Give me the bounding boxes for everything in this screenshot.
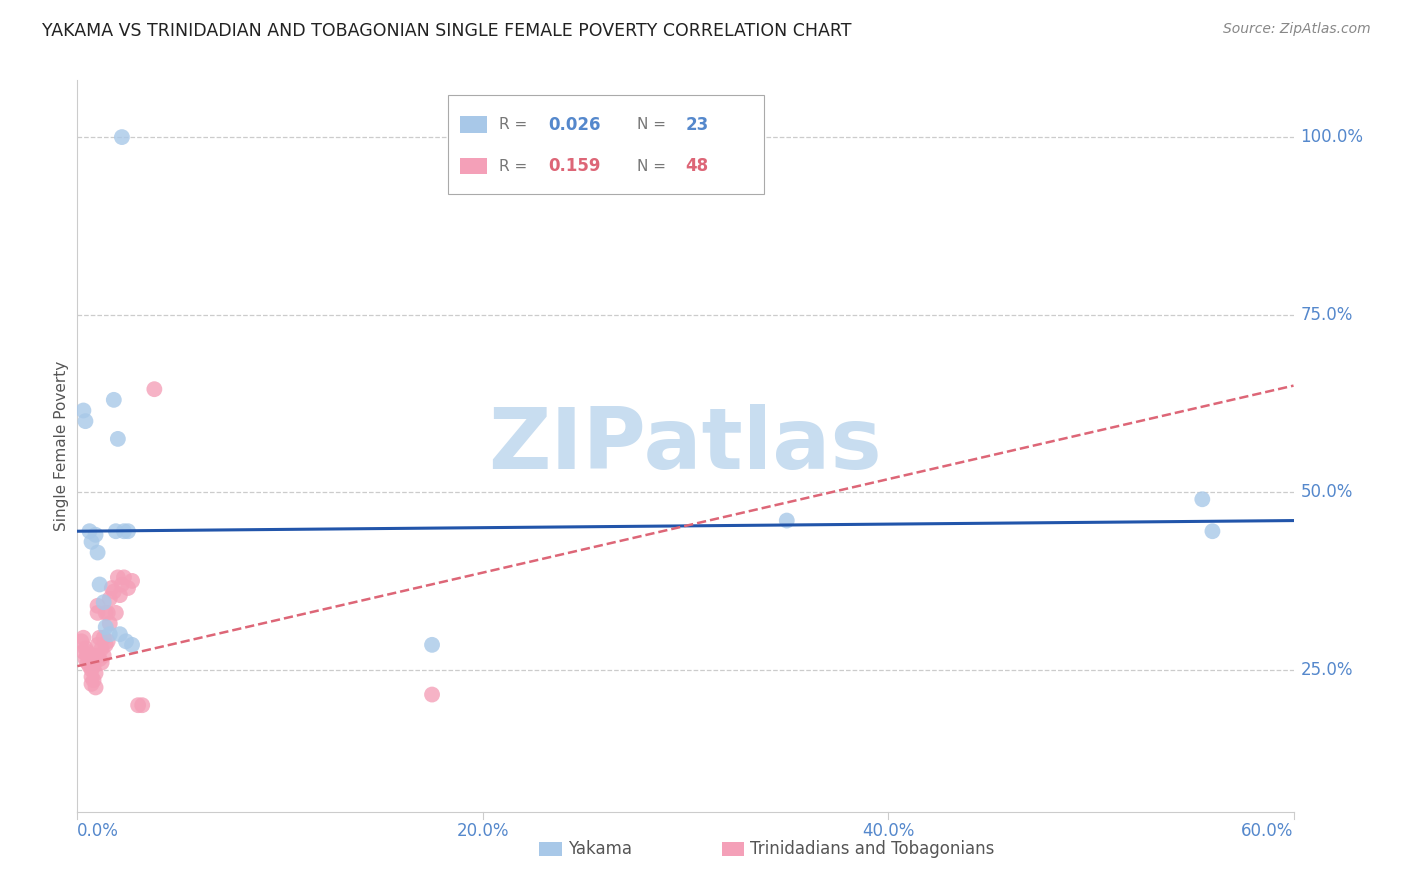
- Point: [86, 638, 108, 652]
- Text: Trinidadians and Tobagonians: Trinidadians and Tobagonians: [749, 840, 994, 858]
- Point: [80, 663, 103, 677]
- Point: [75, 652, 97, 666]
- Bar: [460, 158, 488, 174]
- Point: [86, 648, 108, 663]
- Point: [121, 574, 143, 588]
- Point: [79, 648, 101, 663]
- Text: R =: R =: [499, 159, 533, 174]
- Point: [75, 414, 97, 428]
- Point: [79, 524, 101, 539]
- Point: [90, 641, 112, 656]
- Text: 48: 48: [686, 157, 709, 175]
- Text: 0.0%: 0.0%: [77, 822, 120, 840]
- Text: N =: N =: [637, 159, 671, 174]
- Point: [76, 645, 98, 659]
- Point: [93, 631, 115, 645]
- Text: Source: ZipAtlas.com: Source: ZipAtlas.com: [1223, 22, 1371, 37]
- Point: [94, 620, 117, 634]
- Point: [107, 432, 129, 446]
- Point: [80, 656, 103, 670]
- Point: [72, 631, 94, 645]
- Point: [776, 514, 799, 528]
- Point: [94, 606, 117, 620]
- Text: 40.0%: 40.0%: [862, 822, 914, 840]
- Point: [98, 591, 121, 606]
- Point: [131, 698, 153, 713]
- Point: [97, 606, 120, 620]
- Point: [86, 606, 108, 620]
- Point: [76, 648, 98, 663]
- Point: [84, 681, 107, 695]
- Point: [98, 616, 121, 631]
- Point: [72, 403, 94, 417]
- Bar: [460, 117, 488, 133]
- Text: 0.026: 0.026: [548, 116, 600, 134]
- Point: [89, 652, 111, 666]
- Point: [111, 130, 134, 145]
- Text: 60.0%: 60.0%: [1241, 822, 1294, 840]
- Point: [76, 656, 98, 670]
- Point: [80, 677, 103, 691]
- Point: [1201, 524, 1223, 539]
- Point: [83, 659, 105, 673]
- Point: [84, 528, 107, 542]
- Point: [93, 648, 115, 663]
- Point: [93, 595, 115, 609]
- Point: [115, 634, 138, 648]
- Point: [75, 641, 97, 656]
- Point: [70, 634, 93, 648]
- Point: [121, 638, 143, 652]
- Text: N =: N =: [637, 117, 671, 132]
- Text: YAKAMA VS TRINIDADIAN AND TOBAGONIAN SINGLE FEMALE POVERTY CORRELATION CHART: YAKAMA VS TRINIDADIAN AND TOBAGONIAN SIN…: [42, 22, 852, 40]
- Text: 20.0%: 20.0%: [457, 822, 509, 840]
- Point: [98, 627, 121, 641]
- Point: [107, 570, 129, 584]
- Point: [80, 670, 103, 684]
- Y-axis label: Single Female Poverty: Single Female Poverty: [53, 361, 69, 531]
- Point: [90, 656, 112, 670]
- Text: 0.159: 0.159: [548, 157, 600, 175]
- Point: [72, 645, 94, 659]
- Point: [127, 698, 149, 713]
- Point: [97, 634, 120, 648]
- FancyBboxPatch shape: [449, 95, 765, 194]
- Point: [79, 652, 101, 666]
- Text: 25.0%: 25.0%: [1301, 661, 1353, 679]
- Point: [103, 392, 125, 407]
- Point: [103, 584, 125, 599]
- Text: R =: R =: [499, 117, 533, 132]
- Point: [101, 581, 124, 595]
- Point: [108, 627, 131, 641]
- Point: [79, 659, 101, 673]
- Point: [89, 631, 111, 645]
- Point: [111, 577, 134, 591]
- Text: 100.0%: 100.0%: [1301, 128, 1364, 146]
- Text: 75.0%: 75.0%: [1301, 306, 1353, 324]
- Point: [420, 638, 443, 652]
- Point: [86, 545, 108, 559]
- Point: [1191, 492, 1213, 507]
- Text: Yakama: Yakama: [568, 840, 631, 858]
- Point: [104, 524, 127, 539]
- Point: [84, 666, 107, 681]
- Point: [108, 588, 131, 602]
- Point: [143, 382, 166, 396]
- Point: [104, 606, 127, 620]
- Point: [80, 534, 103, 549]
- Point: [117, 524, 139, 539]
- Point: [420, 688, 443, 702]
- Point: [112, 570, 135, 584]
- Point: [94, 638, 117, 652]
- Point: [86, 599, 108, 613]
- Point: [83, 673, 105, 688]
- Point: [112, 524, 135, 539]
- Text: 50.0%: 50.0%: [1301, 483, 1353, 501]
- Text: ZIPatlas: ZIPatlas: [488, 404, 883, 488]
- Point: [89, 577, 111, 591]
- Point: [117, 581, 139, 595]
- Text: 23: 23: [686, 116, 709, 134]
